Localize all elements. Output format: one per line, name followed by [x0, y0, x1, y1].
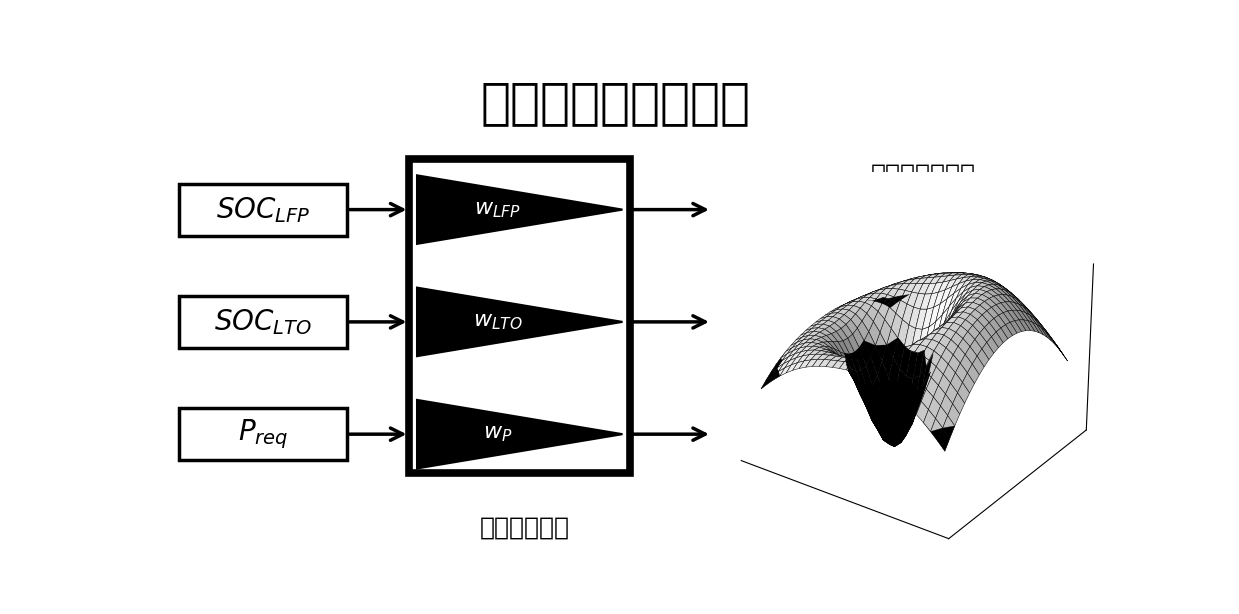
Text: 优化输入权重: 优化输入权重	[479, 516, 570, 540]
Text: 功率分配模糊控制器: 功率分配模糊控制器	[481, 79, 751, 127]
Bar	[178, 296, 347, 348]
Bar	[409, 160, 631, 473]
Polygon shape	[418, 176, 622, 244]
Bar	[178, 184, 347, 236]
Polygon shape	[418, 400, 622, 468]
Text: $\mathit{w}_{LFP}$: $\mathit{w}_{LFP}$	[475, 200, 522, 220]
Text: $\mathit{w}_{P}$: $\mathit{w}_{P}$	[483, 424, 513, 444]
Text: $\mathit{SOC}_{LTO}$: $\mathit{SOC}_{LTO}$	[214, 307, 312, 337]
Text: $\mathit{w}_{LTO}$: $\mathit{w}_{LTO}$	[473, 312, 523, 332]
Text: $\mathit{SOC}_{LFP}$: $\mathit{SOC}_{LFP}$	[216, 195, 310, 225]
Bar	[178, 408, 347, 460]
Polygon shape	[418, 287, 622, 356]
Text: $\mathit{P}_{req}$: $\mathit{P}_{req}$	[238, 418, 287, 451]
Text: 驱动模糊控制器: 驱动模糊控制器	[871, 162, 975, 186]
